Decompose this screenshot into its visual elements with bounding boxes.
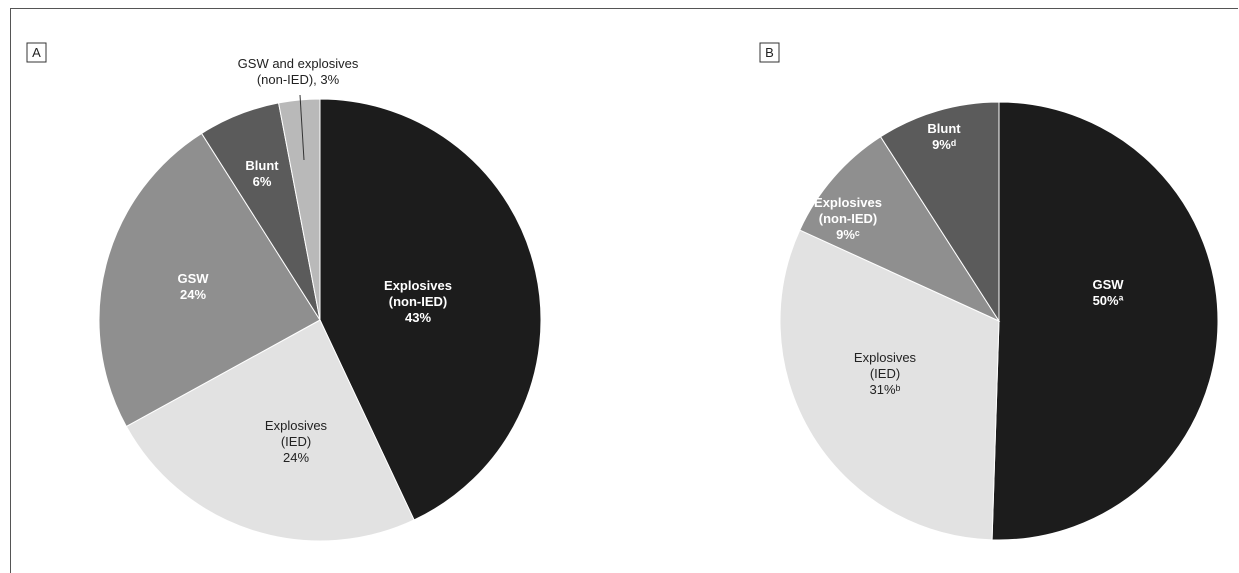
slice-label: Blunt 6%: [245, 158, 279, 189]
slice-label-line: (non-IED): [819, 211, 877, 226]
slice-label: Explosives (IED) 24%: [265, 418, 328, 465]
slice-label-line: GSW and explosives: [238, 56, 359, 71]
pie-slice-explosives-non-ied-: [799, 136, 1001, 323]
slice-label-line: 9%ᵈ: [932, 137, 956, 152]
slice-label-line: GSW: [177, 271, 209, 286]
figure-frame: [10, 8, 1238, 573]
slice-label: Explosives (IED) 31%ᵇ: [854, 350, 917, 397]
slice-label-line: 31%ᵇ: [870, 382, 901, 397]
slice-label-line: Blunt: [927, 121, 961, 136]
pie-slice-gsw-and-explosives-non-ied-: [278, 98, 321, 321]
slice-label: Explosives (non-IED) 9%ᶜ: [814, 195, 882, 242]
slice-label-line: (non-IED): [389, 294, 447, 309]
slice-label-line: (IED): [281, 434, 311, 449]
slice-label-line: 43%: [405, 310, 431, 325]
panel-b-label-box: [759, 42, 780, 63]
slice-label: Explosives (non-IED) 43%: [384, 278, 452, 325]
slice-label-line: Explosives: [384, 278, 452, 293]
slice-label-line: 24%: [180, 287, 206, 302]
panel-a: A Explosives (non-IED) 43%Explosives (IED) 2…: [26, 42, 542, 542]
pie-slice-explosives-ied-: [779, 229, 1000, 541]
slice-label-line: GSW: [1092, 277, 1124, 292]
panel-b-label: B: [765, 45, 774, 60]
slice-label: Blunt 9%ᵈ: [927, 121, 961, 152]
slice-label-line: (IED): [870, 366, 900, 381]
slice-label-line: 9%ᶜ: [836, 227, 860, 242]
slice-label-line: 6%: [253, 174, 272, 189]
slice-label-line: Blunt: [245, 158, 279, 173]
slice-label: GSW and explosives (non-IED), 3%: [238, 56, 359, 87]
slice-label: GSW 24%: [177, 271, 209, 302]
panel-a-label-box: [26, 42, 47, 63]
slice-label-line: Explosives: [265, 418, 328, 433]
slice-label-line: (non-IED), 3%: [257, 72, 340, 87]
slice-label-line: Explosives: [854, 350, 917, 365]
pie-slice-explosives-ied-: [125, 319, 415, 542]
slice-label: GSW 50%ª: [1092, 277, 1124, 308]
pie-slice-gsw: [991, 101, 1219, 541]
pie-slice-explosives-non-ied-: [319, 98, 542, 521]
slice-label-line: 50%ª: [1093, 293, 1124, 308]
callout-line: [299, 94, 305, 161]
panel-a-label: A: [32, 45, 41, 60]
pie-slice-gsw: [98, 132, 321, 428]
slice-label-line: 24%: [283, 450, 309, 465]
pie-slice-blunt: [879, 101, 1000, 323]
slice-label-line: Explosives: [814, 195, 882, 210]
